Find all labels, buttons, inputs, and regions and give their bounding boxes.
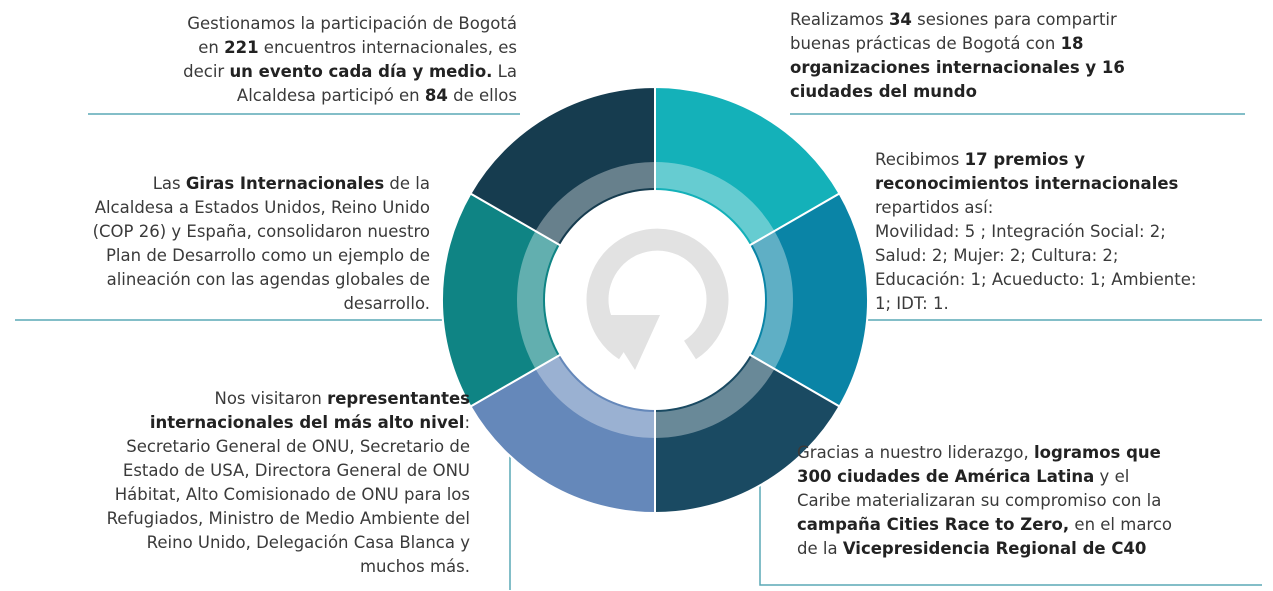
text-line: Gracias a nuestro liderazgo, logramos qu… <box>797 441 1172 465</box>
text-line: Educación: 1; Acueducto: 1; Ambiente: <box>875 268 1196 292</box>
text: : <box>464 413 470 432</box>
text: de la <box>384 174 430 193</box>
text-line: Reino Unido, Delegación Casa Blanca y <box>107 531 470 555</box>
text: y el <box>1094 467 1130 486</box>
text-line: Alcaldesa participó en 84 de ellos <box>183 84 517 108</box>
bold-text: campaña Cities Race to Zero, <box>797 515 1070 534</box>
text: desarrollo. <box>343 294 430 313</box>
bold-text: representantes <box>327 389 470 408</box>
cycle-arrow <box>600 315 660 370</box>
text: Realizamos <box>790 10 889 29</box>
text: alineación con las agendas globales de <box>106 270 430 289</box>
text-line: Gestionamos la participación de Bogotá <box>183 12 517 36</box>
text-line: reconocimientos internacionales <box>875 172 1196 196</box>
text-line: Movilidad: 5 ; Integración Social: 2; <box>875 220 1196 244</box>
text-line: repartidos así: <box>875 196 1196 220</box>
text-line: Nos visitaron representantes <box>107 387 470 411</box>
text: repartidos así: <box>875 198 994 217</box>
text-line: 1; IDT: 1. <box>875 292 1196 316</box>
text-block: Gestionamos la participación de Bogotá en… <box>183 12 517 108</box>
text: Refugiados, Ministro de Medio Ambiente d… <box>106 509 470 528</box>
text-line: campaña Cities Race to Zero, en el marco <box>797 513 1172 537</box>
text-line: desarrollo. <box>93 292 430 316</box>
text: Plan de Desarrollo como un ejemplo de <box>105 246 430 265</box>
text-block: Las Giras Internacionales de la Alcaldesa… <box>93 172 430 316</box>
bold-text: 34 <box>888 10 912 29</box>
donut <box>441 85 869 515</box>
text: encuentros internacionales, es <box>258 38 517 57</box>
text-line: ciudades del mundo <box>790 80 1125 104</box>
text: de la <box>797 539 843 558</box>
bold-text: logramos que <box>1033 443 1161 462</box>
text-line: Alcaldesa a Estados Unidos, Reino Unido <box>93 196 430 220</box>
bold-text: 84 <box>424 86 448 105</box>
text-line: decir un evento cada día y medio. La <box>183 60 517 84</box>
text: Alcaldesa participó en <box>236 86 425 105</box>
text-line: Caribe materializaran su compromiso con … <box>797 489 1172 513</box>
text-line: Las Giras Internacionales de la <box>93 172 430 196</box>
text: Estado de USA, Directora General de ONU <box>122 461 470 480</box>
bold-text: organizaciones internacionales y 16 <box>790 58 1125 77</box>
text: Gracias a nuestro liderazgo, <box>797 443 1034 462</box>
bold-text: 17 premios y <box>964 150 1085 169</box>
text: Secretario General de ONU, Secretario de <box>126 437 470 456</box>
bold-text: 221 <box>224 38 259 57</box>
bold-text: Vicepresidencia Regional de C40 <box>842 539 1147 558</box>
text: decir <box>183 62 230 81</box>
bold-text: reconocimientos internacionales <box>875 174 1179 193</box>
cycle-icon <box>586 228 729 360</box>
text: La <box>492 62 517 81</box>
text: en <box>198 38 225 57</box>
text-line: 300 ciudades de América Latina y el <box>797 465 1172 489</box>
text: (COP 26) y España, consolidaron nuestro <box>92 222 430 241</box>
text-line: internacionales del más alto nivel: <box>107 411 470 435</box>
text: Nos visitaron <box>214 389 328 408</box>
text: Alcaldesa a Estados Unidos, Reino Unido <box>94 198 430 217</box>
text-line: alineación con las agendas globales de <box>93 268 430 292</box>
text-line: Refugiados, Ministro de Medio Ambiente d… <box>107 507 470 531</box>
text-line: Hábitat, Alto Comisionado de ONU para lo… <box>107 483 470 507</box>
text: Recibimos <box>875 150 965 169</box>
text: Gestionamos la participación de Bogotá <box>187 14 517 33</box>
text-line: buenas prácticas de Bogotá con 18 <box>790 32 1125 56</box>
text-block: Recibimos 17 premios y reconocimientos in… <box>875 148 1196 316</box>
text-line: en 221 encuentros internacionales, es <box>183 36 517 60</box>
text: sesiones para compartir <box>911 10 1117 29</box>
text-block: Gracias a nuestro liderazgo, logramos qu… <box>797 441 1172 561</box>
text: Reino Unido, Delegación Casa Blanca y <box>146 533 470 552</box>
text-line: Recibimos 17 premios y <box>875 148 1196 172</box>
text: de ellos <box>447 86 517 105</box>
text-line: organizaciones internacionales y 16 <box>790 56 1125 80</box>
text: en el marco <box>1069 515 1173 534</box>
bold-text: un evento cada día y medio. <box>229 62 493 81</box>
text-line: de la Vicepresidencia Regional de C40 <box>797 537 1172 561</box>
text: muchos más. <box>359 557 470 576</box>
text: buenas prácticas de Bogotá con <box>790 34 1061 53</box>
text: Educación: 1; Acueducto: 1; Ambiente: <box>875 270 1197 289</box>
text-line: (COP 26) y España, consolidaron nuestro <box>93 220 430 244</box>
text-line: Salud: 2; Mujer: 2; Cultura: 2; <box>875 244 1196 268</box>
bold-text: internacionales del más alto nivel <box>149 413 465 432</box>
text: Las <box>152 174 186 193</box>
text: Hábitat, Alto Comisionado de ONU para lo… <box>114 485 470 504</box>
text: Caribe materializaran su compromiso con … <box>797 491 1162 510</box>
text-line: Plan de Desarrollo como un ejemplo de <box>93 244 430 268</box>
text: Movilidad: 5 ; Integración Social: 2; <box>875 222 1166 241</box>
text: 1; IDT: 1. <box>875 294 949 313</box>
text-line: Secretario General de ONU, Secretario de <box>107 435 470 459</box>
text: Salud: 2; Mujer: 2; Cultura: 2; <box>875 246 1119 265</box>
text-block: Nos visitaron representantes internaciona… <box>107 387 470 579</box>
bold-text: Giras Internacionales <box>185 174 385 193</box>
bold-text: 300 ciudades de América Latina <box>797 467 1095 486</box>
bold-text: 18 <box>1060 34 1084 53</box>
inner-ring <box>517 162 793 438</box>
center <box>545 190 765 410</box>
text-line: Estado de USA, Directora General de ONU <box>107 459 470 483</box>
text-line: Realizamos 34 sesiones para compartir <box>790 8 1125 32</box>
text-line: muchos más. <box>107 555 470 579</box>
bold-text: ciudades del mundo <box>790 82 977 101</box>
text-block: Realizamos 34 sesiones para compartir bue… <box>790 8 1125 104</box>
